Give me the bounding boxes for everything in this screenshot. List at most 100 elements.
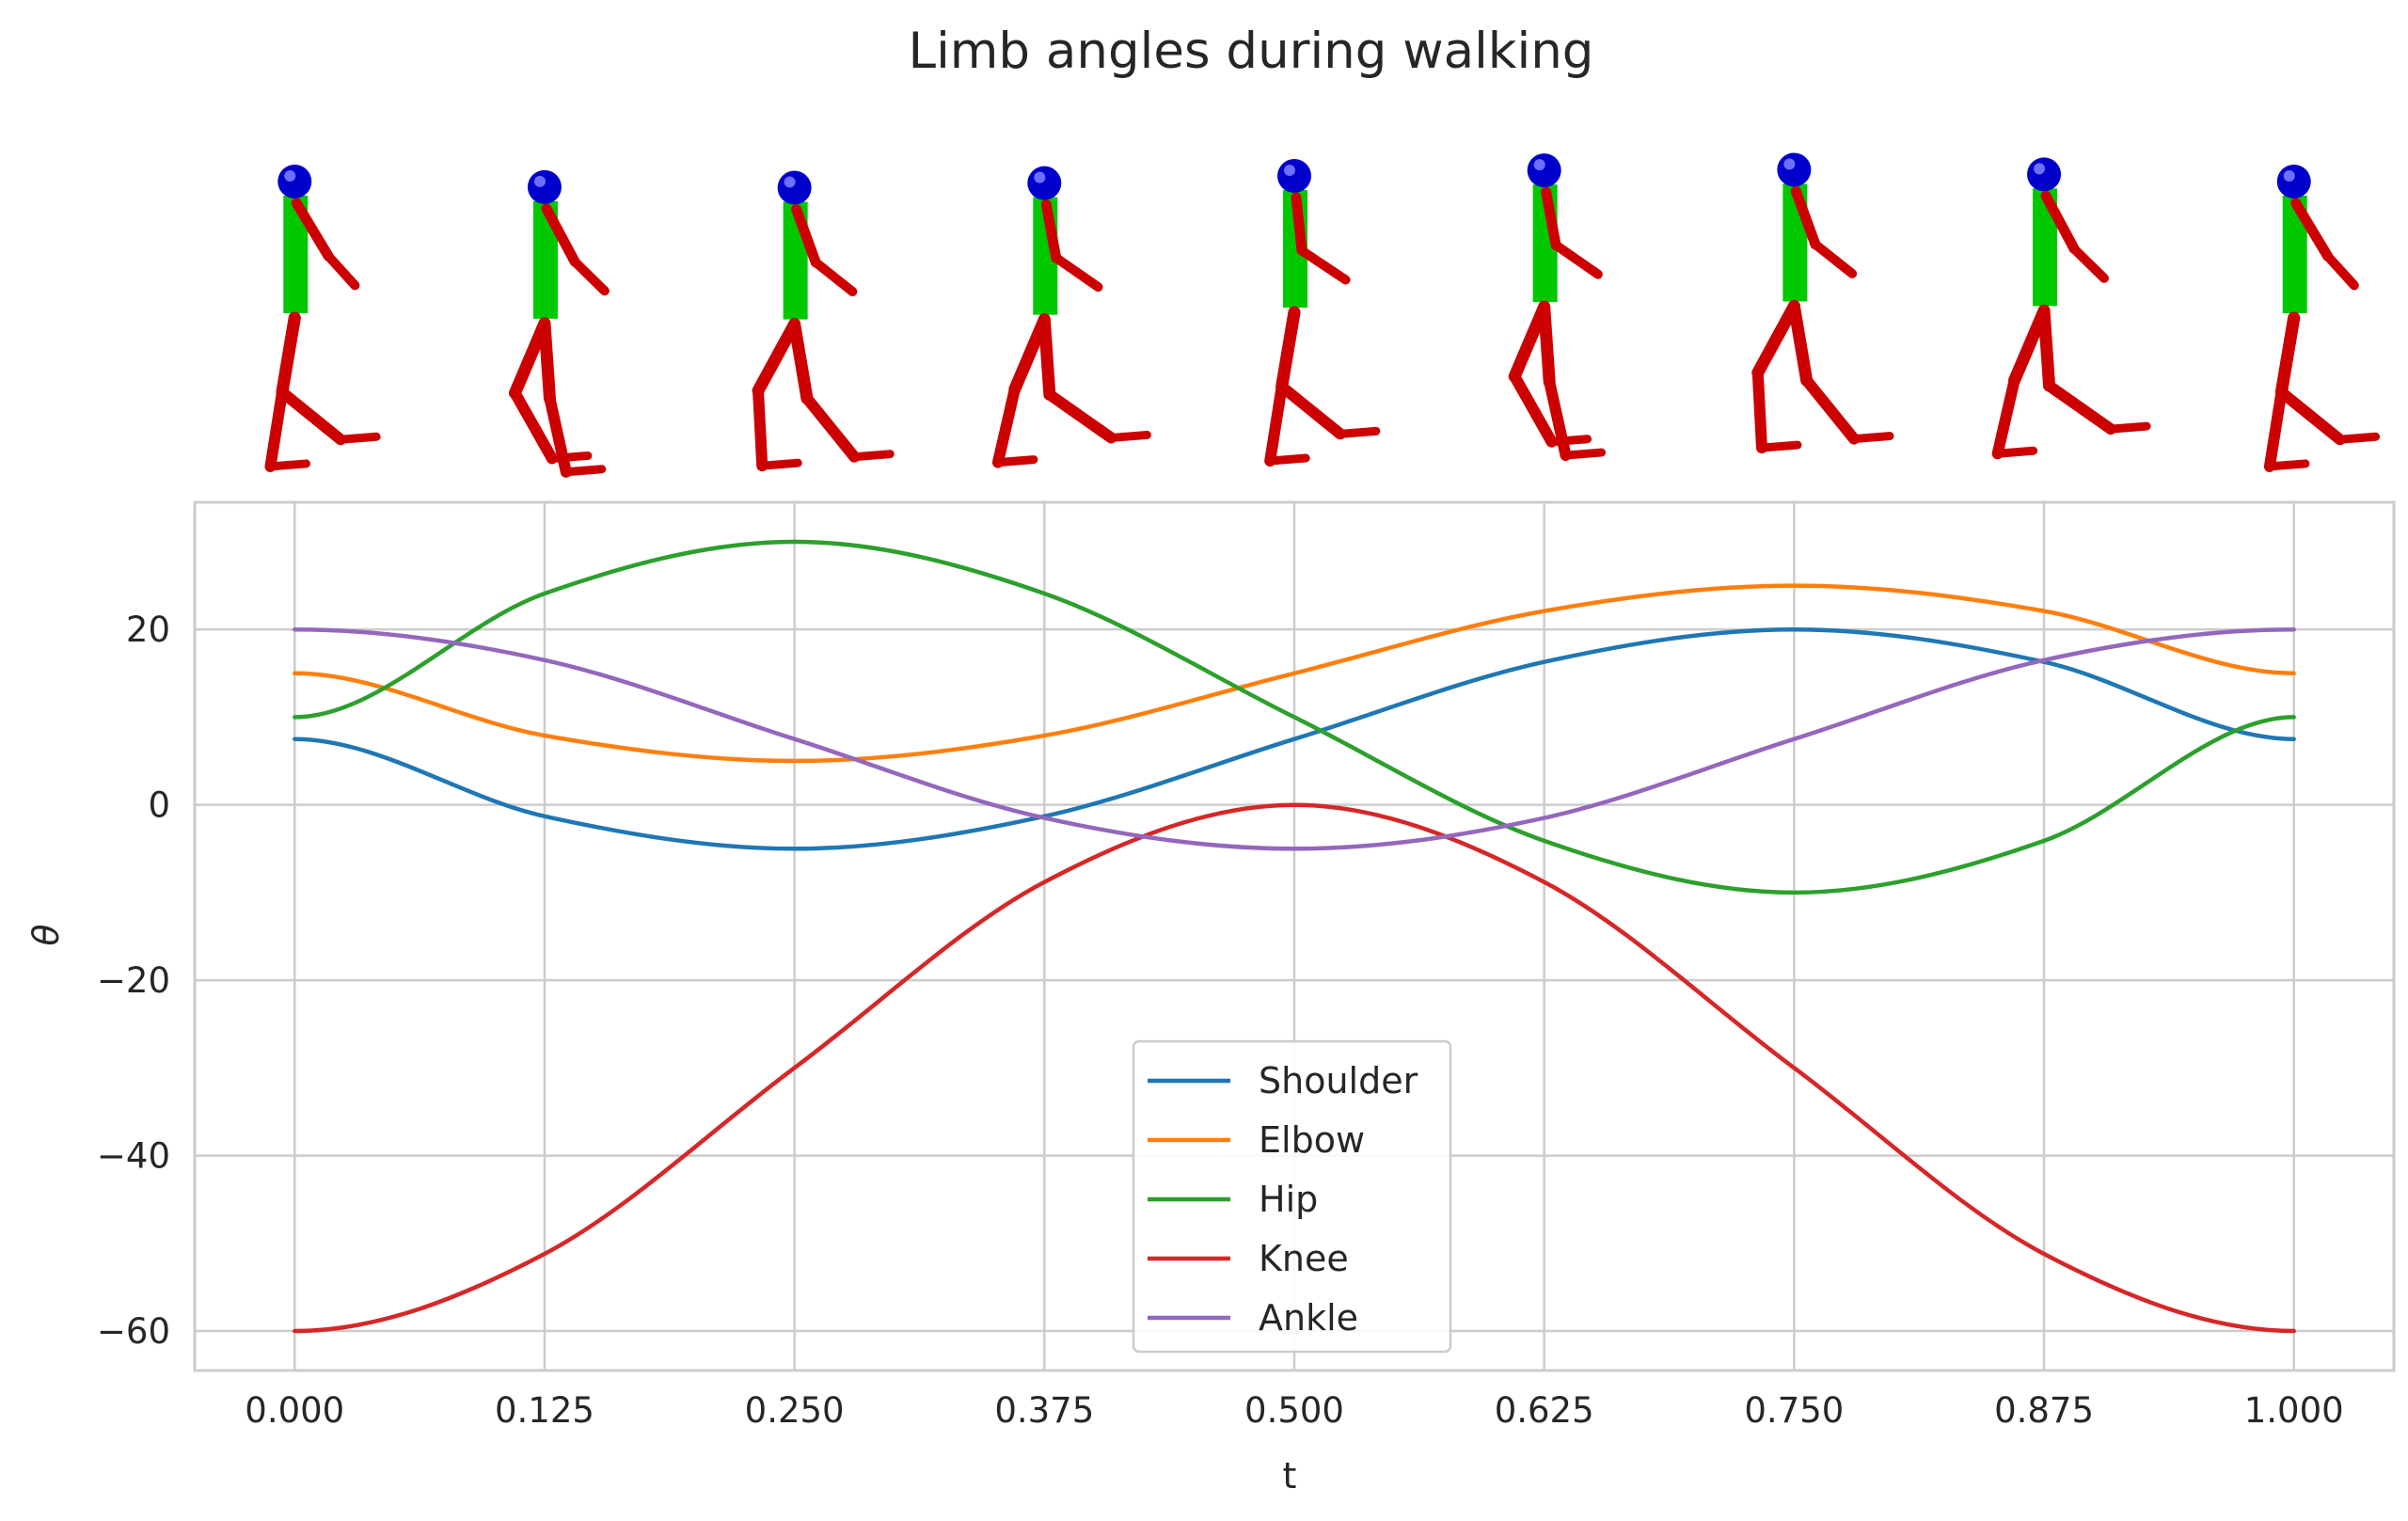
walking-figure — [752, 170, 895, 472]
series-line-hip — [293, 539, 2296, 895]
legend-label: Knee — [1259, 1238, 1349, 1279]
x-tick-label: 0.500 — [1244, 1390, 1344, 1431]
walking-figure — [2263, 164, 2381, 472]
legend-box — [1132, 1039, 1452, 1354]
x-tick-label: 0.000 — [245, 1390, 344, 1431]
figure-limb — [538, 317, 556, 405]
walking-figure — [1991, 157, 2151, 460]
figure-limb — [1790, 185, 1821, 250]
x-tick-label: 0.750 — [1744, 1390, 1844, 1431]
figure-limb — [1296, 246, 1351, 285]
figure-limb — [1849, 432, 1894, 444]
figure-limb — [1993, 446, 2038, 458]
figure-limb — [2274, 311, 2301, 399]
figure-limb — [1038, 313, 1056, 401]
legend-label: Hip — [1259, 1179, 1318, 1220]
walking-figure — [1508, 153, 1607, 462]
figure-head-highlight — [1284, 165, 1295, 177]
figure-head — [1777, 152, 1812, 187]
figure-limb — [509, 387, 558, 465]
figure-limb — [1106, 430, 1151, 442]
x-tick-labels: 0.000 0.125 0.250 0.375 0.500 0.625 0.750 0.875… — [245, 1390, 2343, 1431]
walking-figure — [508, 169, 610, 478]
figure-limb — [1547, 435, 1592, 447]
figure-limb — [1040, 199, 1062, 263]
x-tick-label: 1.000 — [2244, 1390, 2344, 1431]
figure-limb — [1043, 388, 1117, 444]
y-tick-label: −40 — [97, 1136, 170, 1177]
figure-head-highlight — [784, 176, 796, 188]
figure-limb — [336, 432, 381, 444]
figure-head-highlight — [2034, 163, 2046, 175]
y-tick-label: 0 — [148, 785, 170, 826]
figure-limb — [1991, 374, 2020, 460]
figure-limb — [544, 392, 572, 478]
figure-head-highlight — [284, 169, 296, 182]
figure-limb — [570, 257, 610, 296]
figure-limb — [1336, 426, 1381, 438]
series-lines — [293, 539, 2296, 1334]
figure-limb — [991, 383, 1021, 468]
figure-limb — [1800, 374, 1861, 445]
plot-area: 0.000 0.125 0.250 0.375 0.500 0.625 0.750 0.875… — [25, 500, 2396, 1497]
x-tick-label: 0.875 — [1994, 1390, 2094, 1431]
figure-limb — [2322, 251, 2359, 291]
x-tick-label: 0.125 — [495, 1390, 594, 1431]
figure-limb — [1810, 239, 1858, 278]
figure-limb — [541, 203, 580, 267]
figure-limb — [2106, 421, 2151, 434]
legend-label: Shoulder — [1259, 1060, 1418, 1101]
series-line-shoulder — [293, 626, 2296, 851]
figure-limb — [291, 198, 334, 261]
figure-limb — [1275, 306, 1301, 393]
figure-limb — [2040, 190, 2080, 255]
series-line-knee — [293, 802, 2296, 1334]
y-tick-label: 20 — [126, 610, 170, 650]
figure-limb — [562, 465, 607, 477]
figure-head-highlight — [1533, 159, 1545, 171]
chart-title: Limb angles during walking — [909, 23, 1594, 80]
figure-limb — [1051, 253, 1103, 293]
y-tick-label: −20 — [97, 960, 170, 1001]
figure-limb — [2275, 386, 2346, 446]
figure-limb — [788, 318, 814, 405]
x-axis-label: t — [1283, 1455, 1297, 1497]
figure-head — [1277, 159, 1311, 194]
figure-head — [527, 169, 562, 204]
figure-head — [1027, 166, 1062, 200]
figure-limb — [752, 318, 801, 397]
figure-head-highlight — [533, 175, 546, 187]
figure-limb — [1508, 300, 1551, 383]
legend: Shoulder Elbow Hip Knee Ankle — [1132, 1039, 1452, 1354]
figure-head — [1527, 153, 1561, 188]
series-line-ankle — [293, 626, 2296, 851]
axes-frame — [193, 500, 2396, 1372]
walking-figures-row — [264, 152, 2381, 478]
figure-limb — [1541, 186, 1561, 251]
figure-limb — [1265, 453, 1310, 466]
x-tick-label: 0.375 — [994, 1390, 1094, 1431]
figure-limb — [264, 386, 288, 472]
figure-limb — [324, 251, 360, 291]
figure-head-highlight — [1783, 158, 1796, 170]
y-tick-label: −60 — [97, 1311, 170, 1352]
figure-limb — [791, 204, 821, 268]
figure-head-highlight — [2283, 169, 2295, 182]
figure-limb — [1787, 299, 1814, 387]
figure-limb — [1264, 380, 1288, 467]
figure-limb — [265, 459, 310, 471]
walking-figure — [1751, 152, 1894, 454]
figure-limb — [2290, 198, 2334, 261]
figure-limb — [752, 385, 768, 472]
figure-head — [777, 170, 812, 205]
series-line-elbow — [293, 583, 2296, 764]
x-tick-label: 0.250 — [745, 1390, 845, 1431]
figure-limb — [276, 311, 301, 399]
x-tick-label: 0.625 — [1495, 1390, 1594, 1431]
figure-limb — [811, 257, 858, 296]
figure-limb — [1509, 371, 1558, 448]
figure-limb — [1551, 240, 1603, 279]
figure-limb — [2069, 244, 2109, 283]
figure-limb — [849, 450, 895, 462]
legend-label: Ankle — [1259, 1297, 1358, 1339]
